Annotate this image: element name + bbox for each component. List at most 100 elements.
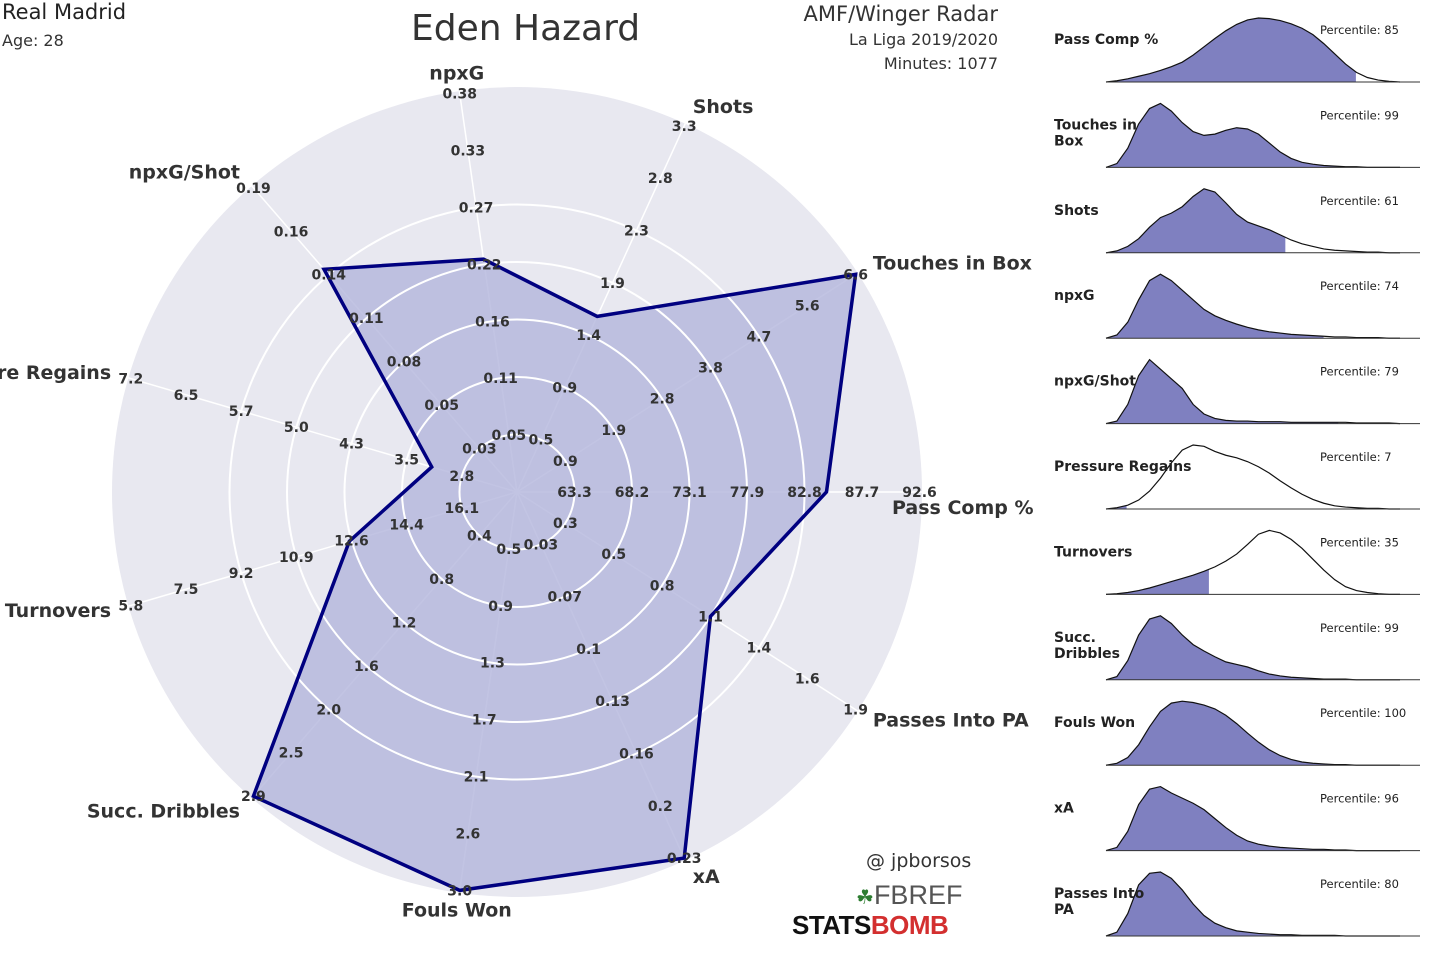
- dist-fill: [1106, 786, 1389, 851]
- radar-tick-label: 5.6: [795, 298, 820, 314]
- fbref-leaf-icon: ☘: [856, 887, 874, 909]
- radar-tick-label: 0.2: [648, 799, 673, 815]
- dist-percentile: Percentile: 99: [1320, 108, 1399, 122]
- radar-tick-label: 9.2: [229, 566, 254, 582]
- radar-tick-label: 0.16: [274, 224, 309, 240]
- minutes-played: Minutes: 1077: [883, 54, 998, 73]
- dist-curve: [1105, 358, 1401, 425]
- radar-tick-label: 0.38: [442, 87, 477, 103]
- radar-tick-label: 1.3: [480, 656, 505, 672]
- dist-fill: [1106, 505, 1127, 509]
- radar-tick-label: 0.33: [451, 144, 486, 160]
- radar-tick-label: 0.23: [667, 851, 702, 867]
- radar-tick-label: 0.22: [467, 257, 502, 273]
- radar-tick-label: 6.6: [843, 267, 868, 283]
- radar-tick-label: 1.1: [698, 609, 723, 625]
- radar-axis-label: Fouls Won: [402, 900, 512, 922]
- radar-tick-label: 0.3: [553, 516, 578, 532]
- dist-curve: [1105, 17, 1401, 83]
- radar-tick-label: 0.9: [488, 599, 513, 615]
- radar-tick-label: 0.4: [467, 528, 492, 544]
- radar-tick-label: 63.3: [557, 485, 592, 501]
- dist-label: PA: [1054, 902, 1074, 918]
- dist-percentile: Percentile: 100: [1320, 706, 1406, 720]
- radar-tick-label: 0.07: [547, 590, 582, 606]
- dist-label: Fouls Won: [1054, 715, 1135, 731]
- radar-tick-label: 0.9: [553, 454, 578, 470]
- dist-curve: [1105, 444, 1400, 510]
- radar-ring: [343, 318, 691, 666]
- radar-tick-label: 0.05: [424, 398, 459, 414]
- radar-tick-label: 0.11: [483, 371, 518, 387]
- radar-tick-label: 2.8: [648, 171, 673, 187]
- radar-tick-label: 1.9: [843, 703, 868, 719]
- dist-percentile: Percentile: 99: [1320, 621, 1399, 635]
- radar-tick-label: 0.5: [496, 542, 521, 558]
- dist-curve: [1105, 188, 1400, 254]
- radar-tick-label: 5.0: [284, 420, 309, 436]
- radar-axis-label: Passes Into PA: [873, 710, 1029, 732]
- radar-tick-label: 0.14: [311, 268, 346, 284]
- radar-tick-label: 1.9: [600, 276, 625, 292]
- dist-panel: npxG/Shot Percentile: 79: [1054, 358, 1420, 425]
- radar-tick-label: 1.6: [795, 672, 820, 688]
- radar-chart: 63.3 68.2 73.1 77.9 82.8 87.7 92.6 0.9 1.9 2.8 3.8…: [0, 62, 1034, 922]
- radar-axis-label: npxG/Shot: [129, 161, 240, 183]
- radar-tick-label: 73.1: [672, 485, 707, 501]
- dist-percentile: Percentile: 61: [1320, 194, 1399, 208]
- radar-outline: [251, 257, 858, 893]
- fbref-logo: ☘FBREF: [856, 880, 963, 910]
- radar-tick-label: 4.3: [339, 436, 364, 452]
- radar-axis-label: Pass Comp %: [892, 497, 1034, 519]
- radar-tick-label: 0.9: [552, 380, 577, 396]
- dist-fill: [1106, 18, 1356, 82]
- radar-tick-label: 0.05: [492, 428, 527, 444]
- radar-tick-label: 0.1: [576, 642, 601, 658]
- dist-label: npxG: [1054, 288, 1095, 304]
- radar-axis-label: Succ. Dribbles: [87, 801, 240, 823]
- radar-tick-label: 0.19: [236, 181, 271, 197]
- dist-label: xA: [1054, 801, 1074, 817]
- dist-panel: npxG Percentile: 74: [1054, 273, 1420, 339]
- radar-tick-label: 2.6: [455, 826, 480, 842]
- dist-panel: Succ.Dribbles Percentile: 99: [1054, 615, 1420, 681]
- radar-tick-label: 7.5: [174, 582, 199, 598]
- dist-panel: Pass Comp % Percentile: 85: [1054, 17, 1420, 83]
- radar-tick-label: 3.8: [698, 361, 723, 377]
- league-season: La Liga 2019/2020: [848, 30, 998, 49]
- dist-panel: Fouls Won Percentile: 100: [1054, 700, 1420, 766]
- radar-tick-label: 0.16: [475, 314, 510, 330]
- radar-tick-label: 5.8: [118, 598, 143, 614]
- dist-label: Touches in: [1054, 117, 1137, 133]
- dist-fill: [1106, 872, 1342, 936]
- radar-fill: [253, 259, 856, 891]
- dist-curve: [1105, 273, 1400, 339]
- dist-percentile: Percentile: 35: [1320, 535, 1399, 549]
- radar-tick-label: 2.5: [279, 746, 304, 762]
- radar-axis-label: Pressure Regains: [0, 362, 111, 384]
- radar-tick-label: 0.8: [650, 578, 675, 594]
- radar-tick-label: 0.03: [462, 442, 497, 458]
- radar-tick-label: 2.9: [241, 789, 266, 805]
- radar-tick-label: 7.2: [118, 372, 143, 388]
- dist-curve: [1105, 102, 1400, 168]
- dist-curve: [1105, 529, 1400, 595]
- radar-tick-label: 2.8: [650, 392, 675, 408]
- radar-tick-label: 3.5: [394, 453, 419, 469]
- radar-type: AMF/Winger Radar: [803, 2, 998, 26]
- radar-tick-label: 0.03: [524, 537, 559, 553]
- dist-fill: [1106, 701, 1400, 766]
- radar-tick-label: 3.3: [672, 119, 697, 135]
- radar-tick-label: 5.7: [229, 404, 254, 420]
- dist-panel: Shots Percentile: 61: [1054, 188, 1420, 254]
- radar-tick-label: 2.3: [624, 223, 649, 239]
- dist-percentile: Percentile: 79: [1320, 365, 1399, 379]
- radar-ring: [286, 261, 748, 723]
- author-credit: @ jpborsos: [866, 850, 972, 872]
- dist-percentile: Percentile: 80: [1320, 877, 1399, 891]
- radar-tick-label: 0.8: [429, 572, 454, 588]
- dist-label: Box: [1054, 133, 1083, 149]
- radar-tick-label: 0.5: [528, 433, 553, 449]
